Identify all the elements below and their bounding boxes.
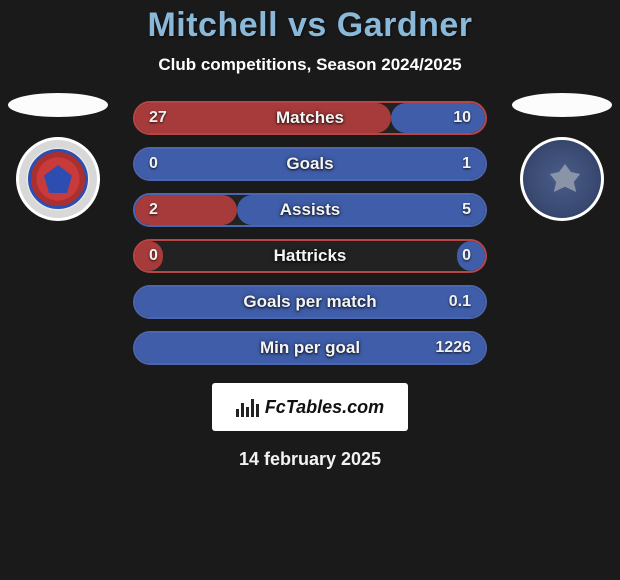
stat-value-left: 27 [149, 109, 167, 127]
stat-value-right: 0.1 [449, 293, 471, 311]
stat-label: Goals per match [243, 292, 376, 312]
player-right-avatar-placeholder [512, 93, 612, 117]
stat-label: Min per goal [260, 338, 360, 358]
stat-value-right: 1 [462, 155, 471, 173]
stat-fill-left [135, 103, 391, 133]
stat-value-right: 5 [462, 201, 471, 219]
stat-label: Assists [280, 200, 340, 220]
comparison-infographic: Mitchell vs Gardner Club competitions, S… [0, 0, 620, 470]
stat-row: Min per goal 1226 [133, 331, 487, 365]
stat-value-left: 0 [149, 155, 158, 173]
stat-value-right: 1226 [435, 339, 471, 357]
player-right-club-badge [520, 137, 604, 221]
stat-label: Matches [276, 108, 344, 128]
player-left-column [8, 93, 108, 221]
player-left-club-badge [16, 137, 100, 221]
stat-row: Goals per match 0.1 [133, 285, 487, 319]
stat-row: 0 Hattricks 0 [133, 239, 487, 273]
stat-row: 0 Goals 1 [133, 147, 487, 181]
player-left-avatar-placeholder [8, 93, 108, 117]
stat-label: Goals [286, 154, 333, 174]
stat-value-right: 10 [453, 109, 471, 127]
stat-value-left: 2 [149, 201, 158, 219]
site-watermark: FcTables.com [212, 383, 408, 431]
watermark-text: FcTables.com [265, 397, 384, 418]
date-label: 14 february 2025 [0, 449, 620, 470]
club-badge-inner [28, 149, 88, 209]
page-title: Mitchell vs Gardner [0, 6, 620, 45]
stat-value-left: 0 [149, 247, 158, 265]
subtitle: Club competitions, Season 2024/2025 [0, 55, 620, 75]
stat-fill-right [237, 195, 486, 225]
stat-rows-container: 27 Matches 10 0 Goals 1 2 Assists 5 0 Hattricks 0 Go… [133, 101, 487, 365]
player-right-column [512, 93, 612, 221]
stats-area: 27 Matches 10 0 Goals 1 2 Assists 5 0 Hattricks 0 Go… [0, 101, 620, 365]
bar-chart-icon [236, 397, 259, 417]
stat-value-right: 0 [462, 247, 471, 265]
stat-row: 2 Assists 5 [133, 193, 487, 227]
stat-row: 27 Matches 10 [133, 101, 487, 135]
stat-label: Hattricks [274, 246, 347, 266]
